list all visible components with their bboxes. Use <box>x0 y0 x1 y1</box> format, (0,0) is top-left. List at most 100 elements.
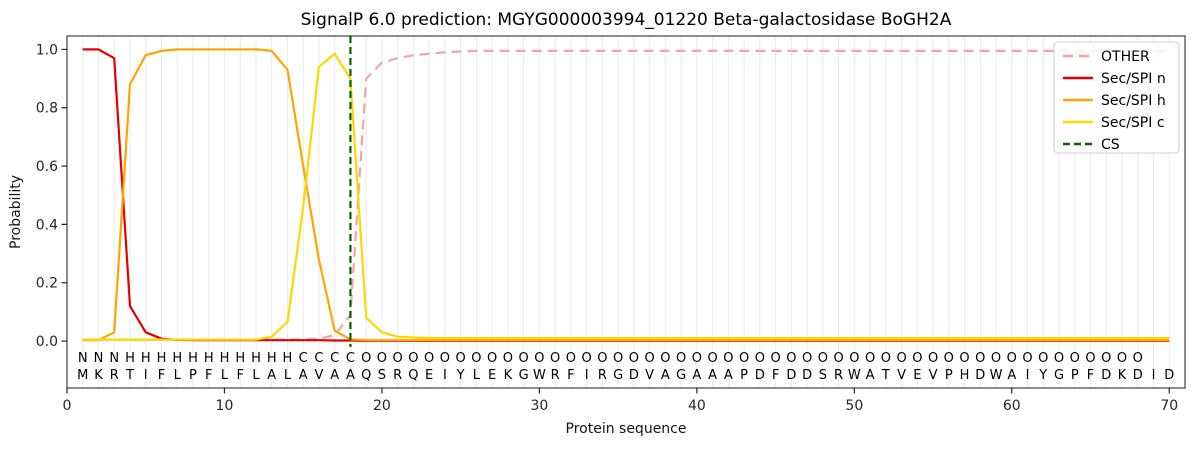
residue-letter: V <box>897 368 906 383</box>
gridlines <box>82 36 1170 388</box>
y-tick-label: 0.2 <box>36 276 58 292</box>
region-label: H <box>267 351 277 366</box>
region-label: O <box>660 351 670 366</box>
region-label: O <box>440 351 450 366</box>
region-label: H <box>220 351 230 366</box>
residue-letter: G <box>1054 368 1064 383</box>
residue-letter: P <box>740 368 748 383</box>
region-label: O <box>896 351 906 366</box>
region-label: O <box>692 351 702 366</box>
region-label: O <box>881 351 891 366</box>
residue-letter: I <box>144 368 148 383</box>
region-label: O <box>1085 351 1095 366</box>
region-label: H <box>204 351 214 366</box>
residue-letter: L <box>174 368 182 383</box>
residue-letter: E <box>488 368 496 383</box>
residue-letter: L <box>284 368 292 383</box>
series-line-sec-spi-h <box>82 48 1170 342</box>
x-tick-label: 50 <box>845 398 863 414</box>
region-label: O <box>597 351 607 366</box>
y-tick-label: 0.8 <box>36 101 58 117</box>
residue-letter: K <box>1118 368 1127 383</box>
region-label: N <box>78 351 88 366</box>
residue-letter: L <box>252 368 260 383</box>
x-tick-label: 30 <box>530 398 548 414</box>
series-line-sec-spi-c <box>82 52 1170 341</box>
region-label: O <box>566 351 576 366</box>
residue-letter: T <box>125 368 134 383</box>
region-label: O <box>534 351 544 366</box>
residue-letter: R <box>598 368 607 383</box>
residue-letter: W <box>990 368 1003 383</box>
region-label: O <box>361 351 371 366</box>
residue-letter: D <box>802 368 812 383</box>
residue-letter: G <box>613 368 623 383</box>
region-label: O <box>1133 351 1143 366</box>
region-label: O <box>424 351 434 366</box>
region-label: O <box>613 351 623 366</box>
residue-letter: D <box>786 368 796 383</box>
region-label: O <box>1054 351 1064 366</box>
residue-letter: D <box>629 368 639 383</box>
region-label: H <box>125 351 135 366</box>
region-label: O <box>833 351 843 366</box>
series-lines <box>82 48 1170 342</box>
y-axis-label: Probability <box>8 175 24 249</box>
residue-letter: W <box>533 368 546 383</box>
residue-letter: F <box>236 368 243 383</box>
region-label: O <box>456 351 466 366</box>
region-label: H <box>188 351 198 366</box>
residue-letter: T <box>881 368 890 383</box>
residue-letter: G <box>676 368 686 383</box>
x-tick-label: 20 <box>373 398 391 414</box>
residue-letter: L <box>221 368 229 383</box>
region-label: O <box>519 351 529 366</box>
legend-item-label: Sec/SPI n <box>1101 71 1166 87</box>
residue-letter: D <box>1133 368 1143 383</box>
region-label: C <box>346 351 355 366</box>
residue-letter: R <box>393 368 402 383</box>
region-label: O <box>503 351 513 366</box>
x-tick-label: 70 <box>1160 398 1178 414</box>
region-label: O <box>550 351 560 366</box>
residue-letter: M <box>77 368 88 383</box>
series-line-sec-spi-n <box>82 48 1170 342</box>
region-label: O <box>944 351 954 366</box>
region-label: O <box>912 351 922 366</box>
x-tick-label: 10 <box>216 398 234 414</box>
residue-letter: A <box>866 368 875 383</box>
chart-title: SignalP 6.0 prediction: MGYG000003994_01… <box>301 10 952 30</box>
residue-letter: R <box>551 368 560 383</box>
region-label: C <box>314 351 323 366</box>
residue-letter: E <box>913 368 921 383</box>
region-label: O <box>676 351 686 366</box>
region-label: O <box>1022 351 1032 366</box>
region-label: O <box>865 351 875 366</box>
legend: OTHER Sec/SPI n Sec/SPI h Sec/SPI c CS <box>1053 41 1180 154</box>
y-tick-label: 0.4 <box>36 217 58 233</box>
residue-letter: I <box>1152 368 1156 383</box>
residue-letter: I <box>443 368 447 383</box>
region-label: O <box>1070 351 1080 366</box>
residue-letter: A <box>299 368 308 383</box>
legend-item-label: Sec/SPI h <box>1101 93 1166 109</box>
residue-letter: P <box>189 368 197 383</box>
region-label: H <box>157 351 167 366</box>
region-label: O <box>818 351 828 366</box>
region-label: H <box>235 351 245 366</box>
series-line-other <box>82 49 1170 341</box>
residue-letter: R <box>834 368 843 383</box>
residue-letter: A <box>267 368 276 383</box>
legend-box <box>1053 41 1180 154</box>
residue-letter: A <box>661 368 670 383</box>
region-label: C <box>330 351 339 366</box>
residue-letter: P <box>945 368 953 383</box>
region-label: O <box>707 351 717 366</box>
residue-letter: F <box>205 368 212 383</box>
region-label: H <box>251 351 261 366</box>
region-label: O <box>629 351 639 366</box>
region-label: O <box>786 351 796 366</box>
